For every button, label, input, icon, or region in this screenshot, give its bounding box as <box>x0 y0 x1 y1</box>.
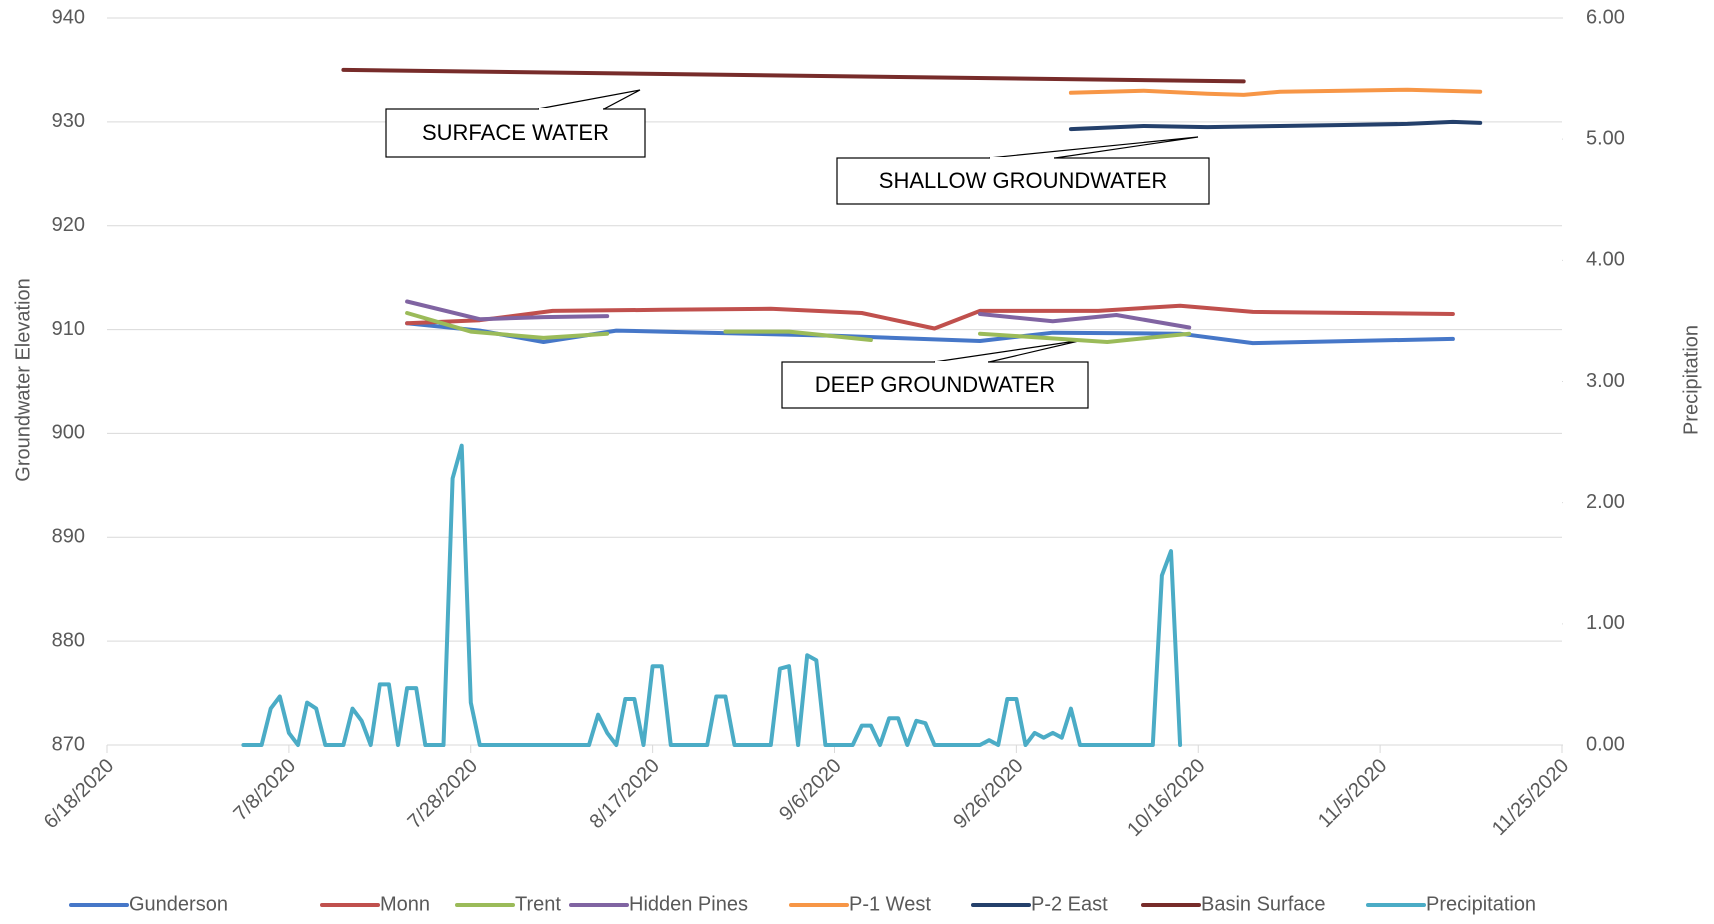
x-tick-label: 7/8/2020 <box>230 755 301 826</box>
series-line <box>341 67 1246 84</box>
y-tick-label: 890 <box>52 526 85 548</box>
x-tick-label: 9/26/2020 <box>949 755 1027 833</box>
y2-tick-label: 2.00 <box>1586 491 1625 513</box>
series-line <box>1068 87 1483 97</box>
annotation: SURFACE WATER <box>422 120 609 145</box>
legend-label: P-1 West <box>849 893 931 915</box>
x-tick-label: 9/6/2020 <box>775 755 846 826</box>
y-tick-label: 870 <box>52 733 85 755</box>
y-tick-label: 940 <box>52 6 85 28</box>
y-tick-label: 900 <box>52 422 85 444</box>
y-tick-label: 920 <box>52 214 85 236</box>
x-tick-label: 11/25/2020 <box>1488 755 1573 840</box>
y2-tick-label: 0.00 <box>1586 733 1625 755</box>
annotation: DEEP GROUNDWATER <box>815 372 1055 397</box>
callout-box <box>836 157 1210 205</box>
y-tick-label: 880 <box>52 629 85 651</box>
callout-pointer <box>933 339 1084 363</box>
y2-tick-label: 6.00 <box>1586 6 1625 28</box>
legend-label: Monn <box>380 893 430 915</box>
x-tick-label: 11/5/2020 <box>1314 755 1391 832</box>
series-line <box>241 443 1183 747</box>
legend-label: Gunderson <box>129 893 228 915</box>
y2-axis-title: Precipitation <box>1680 325 1702 435</box>
x-tick-label: 7/28/2020 <box>404 755 482 833</box>
legend-label: Trent <box>515 893 561 915</box>
callout-box <box>385 108 646 158</box>
x-tick-label: 6/18/2020 <box>40 755 118 833</box>
y-tick-label: 930 <box>52 110 85 132</box>
y2-tick-label: 5.00 <box>1586 127 1625 149</box>
y2-tick-label: 4.00 <box>1586 249 1625 271</box>
series-line <box>1068 119 1483 132</box>
x-tick-label: 10/16/2020 <box>1123 755 1209 841</box>
y2-tick-label: 1.00 <box>1586 612 1625 634</box>
series-line <box>405 303 1455 331</box>
y2-tick-label: 3.00 <box>1586 370 1625 392</box>
legend-label: Precipitation <box>1426 893 1536 915</box>
series-line <box>405 311 1192 344</box>
y-tick-label: 910 <box>52 318 85 340</box>
annotation: SHALLOW GROUNDWATER <box>879 168 1167 193</box>
series-line <box>405 299 1192 330</box>
callout-box <box>781 361 1089 409</box>
legend-label: P-2 East <box>1031 893 1108 915</box>
legend-label: Basin Surface <box>1201 893 1326 915</box>
x-tick-label: 8/17/2020 <box>585 755 663 833</box>
y-axis-title: Groundwater Elevation <box>12 278 34 481</box>
callout-pointer <box>988 136 1199 159</box>
legend-label: Hidden Pines <box>629 893 748 915</box>
callout-pointer <box>537 89 641 110</box>
